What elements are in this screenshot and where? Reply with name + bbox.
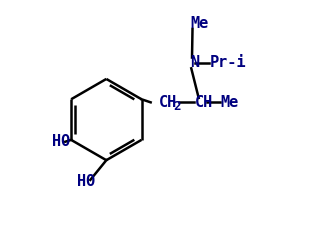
Text: Pr-i: Pr-i xyxy=(210,56,246,70)
Text: HO: HO xyxy=(52,134,70,149)
Text: N: N xyxy=(190,56,199,70)
Text: CH: CH xyxy=(195,95,213,110)
Text: 2: 2 xyxy=(174,100,181,113)
Text: HO: HO xyxy=(77,174,95,189)
Text: Me: Me xyxy=(190,16,208,31)
Text: CH: CH xyxy=(159,95,178,110)
Text: Me: Me xyxy=(221,95,239,110)
